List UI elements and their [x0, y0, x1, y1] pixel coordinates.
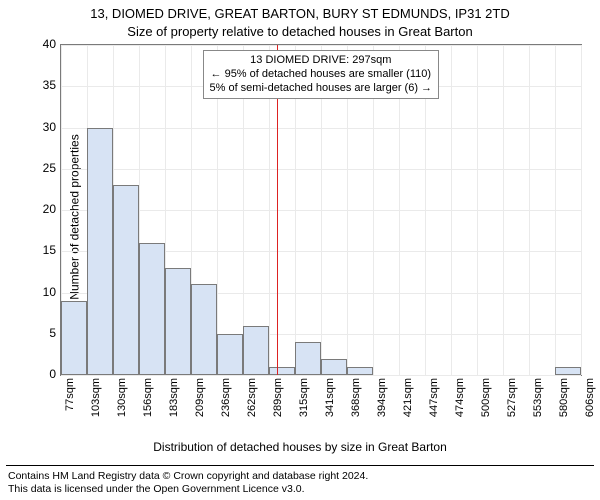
annotation-line: ← 95% of detached houses are smaller (11… [210, 68, 433, 82]
histogram-bar [113, 185, 139, 375]
y-tick: 35 [26, 78, 56, 92]
x-tick: 368sqm [350, 378, 362, 438]
histogram-bar [555, 367, 581, 375]
x-tick: 500sqm [480, 378, 492, 438]
histogram-bar [191, 284, 217, 375]
x-tick: 527sqm [506, 378, 518, 438]
x-tick: 236sqm [220, 378, 232, 438]
y-tick: 10 [26, 285, 56, 299]
annotation-box: 13 DIOMED DRIVE: 297sqm← 95% of detached… [203, 50, 440, 99]
histogram-bar [243, 326, 269, 376]
annotation-line: 5% of semi-detached houses are larger (6… [210, 82, 433, 96]
histogram-bar [295, 342, 321, 375]
x-tick: 77sqm [64, 378, 76, 438]
y-tick: 20 [26, 202, 56, 216]
y-tick: 5 [26, 326, 56, 340]
gridline-v [451, 45, 452, 375]
x-tick: 394sqm [376, 378, 388, 438]
x-axis-label: Distribution of detached houses by size … [0, 440, 600, 454]
x-tick: 289sqm [272, 378, 284, 438]
x-tick: 315sqm [298, 378, 310, 438]
x-tick: 447sqm [428, 378, 440, 438]
x-tick: 183sqm [168, 378, 180, 438]
gridline-v [529, 45, 530, 375]
histogram-bar [269, 367, 295, 375]
x-tick: 156sqm [142, 378, 154, 438]
x-tick: 606sqm [584, 378, 596, 438]
annotation-line: 13 DIOMED DRIVE: 297sqm [210, 54, 433, 68]
title-address: 13, DIOMED DRIVE, GREAT BARTON, BURY ST … [0, 6, 600, 21]
histogram-bar [61, 301, 87, 375]
gridline-v [477, 45, 478, 375]
footer-line-2: This data is licensed under the Open Gov… [8, 483, 592, 496]
x-tick: 341sqm [324, 378, 336, 438]
y-tick: 25 [26, 161, 56, 175]
y-tick: 40 [26, 37, 56, 51]
y-tick: 0 [26, 367, 56, 381]
x-tick: 262sqm [246, 378, 258, 438]
footer-line-1: Contains HM Land Registry data © Crown c… [8, 470, 592, 483]
x-tick: 209sqm [194, 378, 206, 438]
x-tick: 130sqm [116, 378, 128, 438]
gridline-h [61, 375, 581, 376]
histogram-bar [139, 243, 165, 375]
y-tick: 15 [26, 243, 56, 257]
gridline-v [503, 45, 504, 375]
x-tick: 474sqm [454, 378, 466, 438]
histogram-bar [217, 334, 243, 375]
histogram-plot: 13 DIOMED DRIVE: 297sqm← 95% of detached… [60, 44, 582, 376]
x-tick: 421sqm [402, 378, 414, 438]
x-tick: 553sqm [532, 378, 544, 438]
y-tick: 30 [26, 120, 56, 134]
histogram-bar [87, 128, 113, 376]
footer: Contains HM Land Registry data © Crown c… [8, 466, 592, 496]
title-subtitle: Size of property relative to detached ho… [0, 24, 600, 39]
x-tick: 103sqm [90, 378, 102, 438]
x-tick: 580sqm [558, 378, 570, 438]
histogram-bar [321, 359, 347, 376]
histogram-bar [165, 268, 191, 375]
gridline-v [581, 45, 582, 375]
histogram-bar [347, 367, 373, 375]
gridline-v [555, 45, 556, 375]
